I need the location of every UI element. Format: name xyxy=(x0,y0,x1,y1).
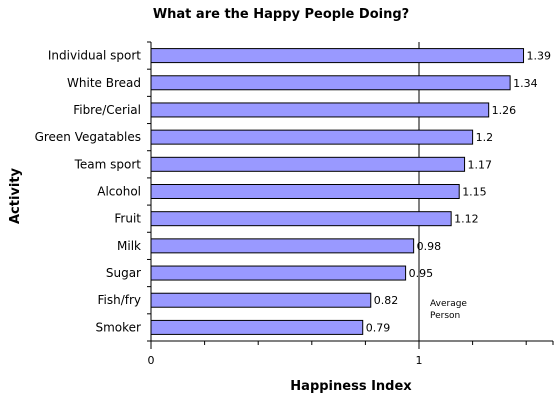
category-label: Milk xyxy=(117,239,141,253)
bar xyxy=(150,156,466,172)
data-label: 1.34 xyxy=(513,77,538,90)
data-label: 1.17 xyxy=(468,158,493,171)
category-label: Smoker xyxy=(96,320,142,334)
x-tick-label: 0 xyxy=(148,354,155,367)
reference-line-label: Average xyxy=(430,299,467,309)
bar xyxy=(150,319,364,335)
bar xyxy=(150,265,407,281)
data-label: 0.98 xyxy=(417,240,442,253)
category-label: Team sport xyxy=(74,157,142,171)
bar xyxy=(150,102,490,118)
category-label: Sugar xyxy=(106,266,141,280)
category-label: Fruit xyxy=(114,212,141,226)
data-label: 0.95 xyxy=(409,267,434,280)
x-tick-label: 1 xyxy=(416,354,423,367)
category-label: Fibre/Cerial xyxy=(73,103,141,117)
x-axis-title: Happiness Index xyxy=(290,379,412,394)
plot-area: 0 1 Individual sport 1.39 White Bread 1.34 Fib… xyxy=(35,41,554,367)
data-label: 1.12 xyxy=(454,213,479,226)
data-label: 1.2 xyxy=(476,131,494,144)
category-label: Green Vegatables xyxy=(35,130,141,144)
bar xyxy=(150,211,452,227)
chart-title: What are the Happy People Doing? xyxy=(153,7,409,22)
data-label: 0.82 xyxy=(374,294,399,307)
category-label: Individual sport xyxy=(48,49,141,63)
bar xyxy=(150,184,460,199)
y-axis-title: Activity xyxy=(8,167,23,224)
category-label: Alcohol xyxy=(97,185,141,199)
bar xyxy=(150,238,415,254)
bar xyxy=(150,129,474,145)
category-label: Fish/fry xyxy=(97,293,141,307)
reference-line-label: Person xyxy=(430,311,460,321)
data-label: 1.26 xyxy=(492,104,517,117)
data-label: 0.79 xyxy=(366,321,391,334)
category-label: White Bread xyxy=(67,76,141,90)
bar xyxy=(150,75,511,91)
data-label: 1.39 xyxy=(527,50,552,63)
bar xyxy=(150,48,525,64)
data-label: 1.15 xyxy=(462,186,487,199)
bar xyxy=(150,292,372,308)
